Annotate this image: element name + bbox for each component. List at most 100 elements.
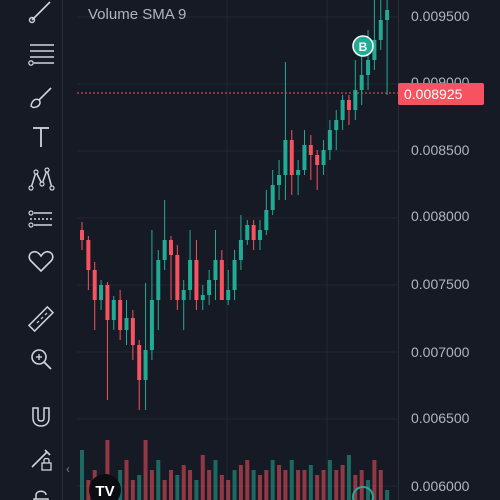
candle-body [321, 150, 326, 165]
volume-bar [334, 470, 339, 500]
lock-draw-icon[interactable] [22, 440, 60, 478]
drawing-toolbar [0, 0, 62, 500]
candle-body [213, 260, 218, 280]
volume-bar [149, 470, 154, 500]
volume-bar [340, 465, 345, 500]
lock-icon[interactable] [22, 482, 60, 500]
volume-bar [238, 465, 243, 500]
volume-bar [308, 465, 313, 500]
bottom-marker-icon [352, 486, 374, 500]
candle-body [315, 155, 320, 165]
candle-body [92, 270, 97, 300]
candle-body [111, 300, 116, 320]
volume-bar [327, 460, 332, 500]
volume-bar [257, 475, 262, 500]
candle-body [118, 300, 123, 330]
price-label: 0.008000 [411, 208, 470, 224]
candle-body [175, 255, 180, 300]
volume-bar [181, 465, 186, 500]
candle-body [149, 300, 154, 350]
price-label: 0.007500 [411, 276, 470, 292]
volume-bar [321, 470, 326, 500]
volume-bar [124, 460, 129, 500]
horizontal-lines-icon[interactable] [22, 34, 60, 72]
price-label: 0.009500 [411, 8, 470, 24]
volume-bar [289, 460, 294, 500]
volume-sma-label: Volume SMA 9 [88, 6, 187, 23]
collapse-toolbar-chevron-icon[interactable]: ‹ [66, 462, 70, 476]
indicator-legend: Volume SMA 9 [88, 6, 186, 23]
volume-bar [156, 460, 161, 500]
candle-body [264, 210, 269, 230]
volume-bar [137, 475, 142, 500]
volume-bar [270, 460, 275, 500]
candle-body [99, 285, 104, 300]
candle-body [130, 318, 135, 345]
candle-body [251, 225, 256, 240]
candle-body [378, 20, 383, 40]
candle-body [194, 260, 199, 300]
volume-bar [353, 475, 358, 500]
candle-body [289, 140, 294, 175]
favorites-icon[interactable] [22, 242, 60, 280]
volume-bar [302, 470, 307, 500]
candle-body [143, 350, 148, 380]
trend-line-icon[interactable] [22, 0, 60, 30]
volume-bar [296, 470, 301, 500]
prediction-icon[interactable] [22, 200, 60, 238]
candle-body [162, 240, 167, 260]
volume-bar [385, 490, 390, 500]
price-label: 0.006500 [411, 410, 470, 426]
toolbar-divider [62, 0, 63, 500]
candle-body [219, 260, 224, 300]
candle-body [296, 170, 301, 175]
volume-bar [346, 455, 351, 500]
volume-bar [283, 470, 288, 500]
candle-body [245, 225, 250, 240]
candle-body [238, 240, 243, 260]
brush-icon[interactable] [22, 78, 60, 116]
volume-bar [168, 470, 173, 500]
volume-bar [80, 450, 84, 500]
volume-bar [162, 480, 167, 500]
pattern-icon[interactable] [22, 160, 60, 198]
candle-body [308, 145, 313, 155]
volume-bar [194, 480, 199, 500]
volume-bar [130, 480, 135, 500]
candle-body [302, 145, 307, 170]
candle-body [340, 100, 345, 120]
candle-body [105, 285, 110, 320]
volume-bar [175, 475, 180, 500]
ruler-icon[interactable] [22, 300, 60, 338]
volume-bar [200, 455, 205, 500]
volume-bar [213, 460, 218, 500]
candle-body [385, 10, 390, 20]
candle-body [366, 60, 371, 75]
volume-bar [143, 440, 148, 500]
volume-bar [366, 480, 371, 500]
zoom-icon[interactable] [22, 340, 60, 378]
candle-body [80, 230, 84, 240]
price-label: 0.006000 [411, 478, 470, 494]
buy-marker-icon [352, 35, 374, 57]
volume-bar [232, 470, 237, 500]
candle-body [86, 240, 91, 270]
candle-body [232, 260, 237, 290]
candle-body [257, 230, 262, 240]
volume-bar [226, 480, 231, 500]
volume-bar [86, 480, 91, 500]
price-label: 0.008500 [411, 142, 470, 158]
price-scale[interactable]: 0.009500 0.009000 0.008500 0.008000 0.00… [398, 0, 500, 500]
volume-bar [105, 440, 110, 500]
volume-bar [315, 475, 320, 500]
volume-bar [378, 470, 383, 500]
candle-body [334, 120, 339, 130]
candlestick-chart: B TV [77, 0, 398, 500]
volume-bar [219, 475, 224, 500]
text-icon[interactable] [22, 118, 60, 156]
candle-body [156, 260, 161, 300]
volume-bar [372, 460, 377, 500]
magnet-icon[interactable] [22, 398, 60, 436]
price-chart[interactable]: B TV [77, 0, 398, 500]
price-label: 0.007000 [411, 344, 470, 360]
